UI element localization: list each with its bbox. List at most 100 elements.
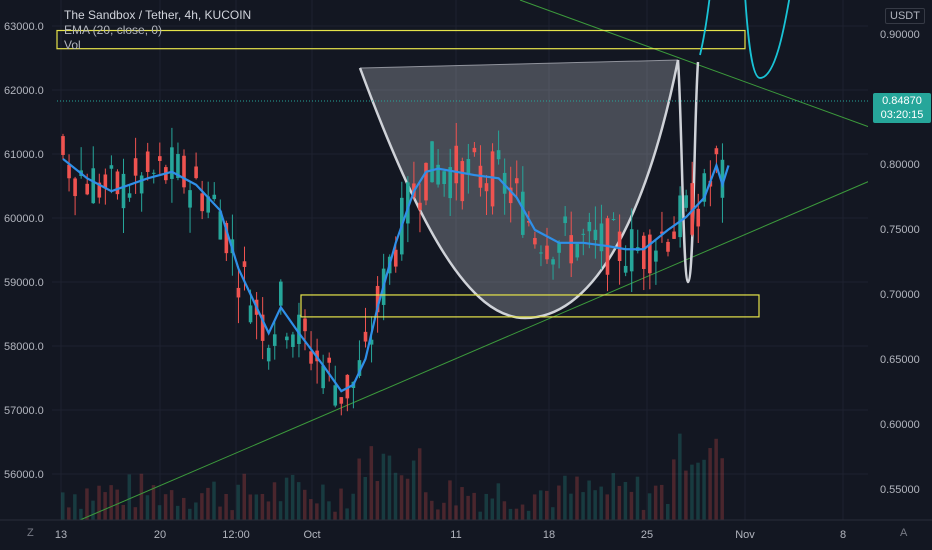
volume-bar <box>714 438 718 520</box>
candle-body <box>545 245 549 260</box>
volume-bar <box>496 483 501 520</box>
volume-bar <box>672 459 676 520</box>
volume-bar <box>327 501 331 520</box>
candle-body <box>200 193 204 212</box>
volume-bar <box>248 494 253 520</box>
volume-bar <box>684 470 688 520</box>
volume-bar <box>363 476 367 520</box>
currency-badge[interactable]: USDT <box>885 8 925 24</box>
left-axis-tick: 56000.0 <box>4 469 44 481</box>
candle-body <box>279 281 283 306</box>
candle-body <box>339 397 344 404</box>
volume-bar <box>696 462 700 520</box>
candle-body <box>514 178 519 184</box>
volume-bar <box>381 453 386 520</box>
volume-bar <box>490 498 495 520</box>
candle-body <box>642 235 646 269</box>
volume-bar <box>236 484 240 520</box>
time-axis-tick: Oct <box>303 529 320 541</box>
candle-body <box>224 222 229 254</box>
time-axis[interactable]: 13 20 12:00 Oct 11 18 25 Nov 8 <box>0 519 932 541</box>
volume-bar <box>659 484 664 520</box>
volume-bar <box>218 506 222 520</box>
volume-bar <box>538 490 543 520</box>
candle-body <box>575 243 580 258</box>
candle-body <box>170 147 174 179</box>
volume-bar <box>641 509 646 520</box>
candle-body <box>593 229 598 241</box>
volume-bar <box>563 475 567 520</box>
symbol-title[interactable]: The Sandbox / Tether, 4h, KUCOIN <box>64 8 252 22</box>
candle-body <box>436 164 440 185</box>
support-box <box>300 294 760 318</box>
candle-body <box>557 242 561 253</box>
right-price-axis[interactable]: 0.900000.850000.800000.750000.700000.650… <box>868 0 932 520</box>
candle-body <box>91 168 96 204</box>
candle-body <box>85 183 89 195</box>
volume-bar <box>472 492 476 520</box>
candle-body <box>127 193 132 198</box>
volume-bar <box>635 476 640 520</box>
volume-bar <box>260 493 265 520</box>
candle-body <box>460 161 465 202</box>
volume-bar <box>315 503 319 520</box>
volume-bar <box>133 507 138 520</box>
volume-bar <box>79 508 83 520</box>
volume-bar <box>575 476 579 520</box>
candle-body <box>206 196 210 213</box>
candle-body <box>357 360 362 376</box>
trendlines[interactable] <box>79 0 873 521</box>
volume-bar <box>593 490 597 520</box>
candle-body <box>158 156 162 161</box>
right-axis-bg <box>868 0 932 520</box>
cup-fill <box>360 60 678 318</box>
volume-bar <box>430 500 434 520</box>
candle-body <box>448 167 452 199</box>
auto-scale-button[interactable]: A <box>900 527 907 539</box>
projection-path[interactable] <box>699 0 791 79</box>
candle-body <box>109 165 114 169</box>
volume-bar <box>369 446 374 520</box>
candle-body <box>188 190 192 208</box>
ema-indicator-label[interactable]: EMA (20, close, 0) <box>64 23 163 37</box>
volume-bar <box>109 485 113 520</box>
annotation-boxes[interactable] <box>56 29 868 318</box>
resistance-box <box>56 29 746 50</box>
candle-body <box>151 172 156 174</box>
volume-bar <box>520 504 525 520</box>
candle-body <box>508 187 513 204</box>
candle-body <box>406 182 410 224</box>
volume-bar <box>145 495 150 520</box>
volume-bar <box>460 487 464 520</box>
candle-body <box>393 249 398 267</box>
candle-body <box>720 159 725 198</box>
left-price-axis[interactable]: 63000.0 62000.0 61000.0 60000.0 59000.0 58000… <box>4 21 44 481</box>
candle-body <box>714 148 719 155</box>
zoom-button[interactable]: Z <box>27 527 34 539</box>
volume-bar <box>272 482 277 520</box>
candle-body <box>345 374 350 399</box>
volume-bar <box>708 448 712 520</box>
volume-bar <box>545 490 549 520</box>
volume-bar <box>599 486 603 520</box>
candle-body <box>666 241 670 252</box>
volume-bar <box>175 505 180 520</box>
candle-body <box>418 202 422 210</box>
candle-body <box>454 145 459 184</box>
candle-body <box>194 166 198 179</box>
candle-body <box>139 175 144 194</box>
candle-body <box>484 183 489 192</box>
candle-body <box>539 252 543 254</box>
candle-body <box>490 151 495 207</box>
volume-bar <box>417 448 422 520</box>
right-axis-tick: 0.75000 <box>880 224 920 236</box>
volume-bar <box>284 477 289 520</box>
volume-bar <box>702 459 706 520</box>
volume-bar <box>266 501 271 520</box>
candle-body <box>430 141 434 183</box>
volume-indicator-label[interactable]: Vol <box>64 38 81 52</box>
volume-bar <box>230 510 234 520</box>
volume-bar <box>182 497 186 520</box>
